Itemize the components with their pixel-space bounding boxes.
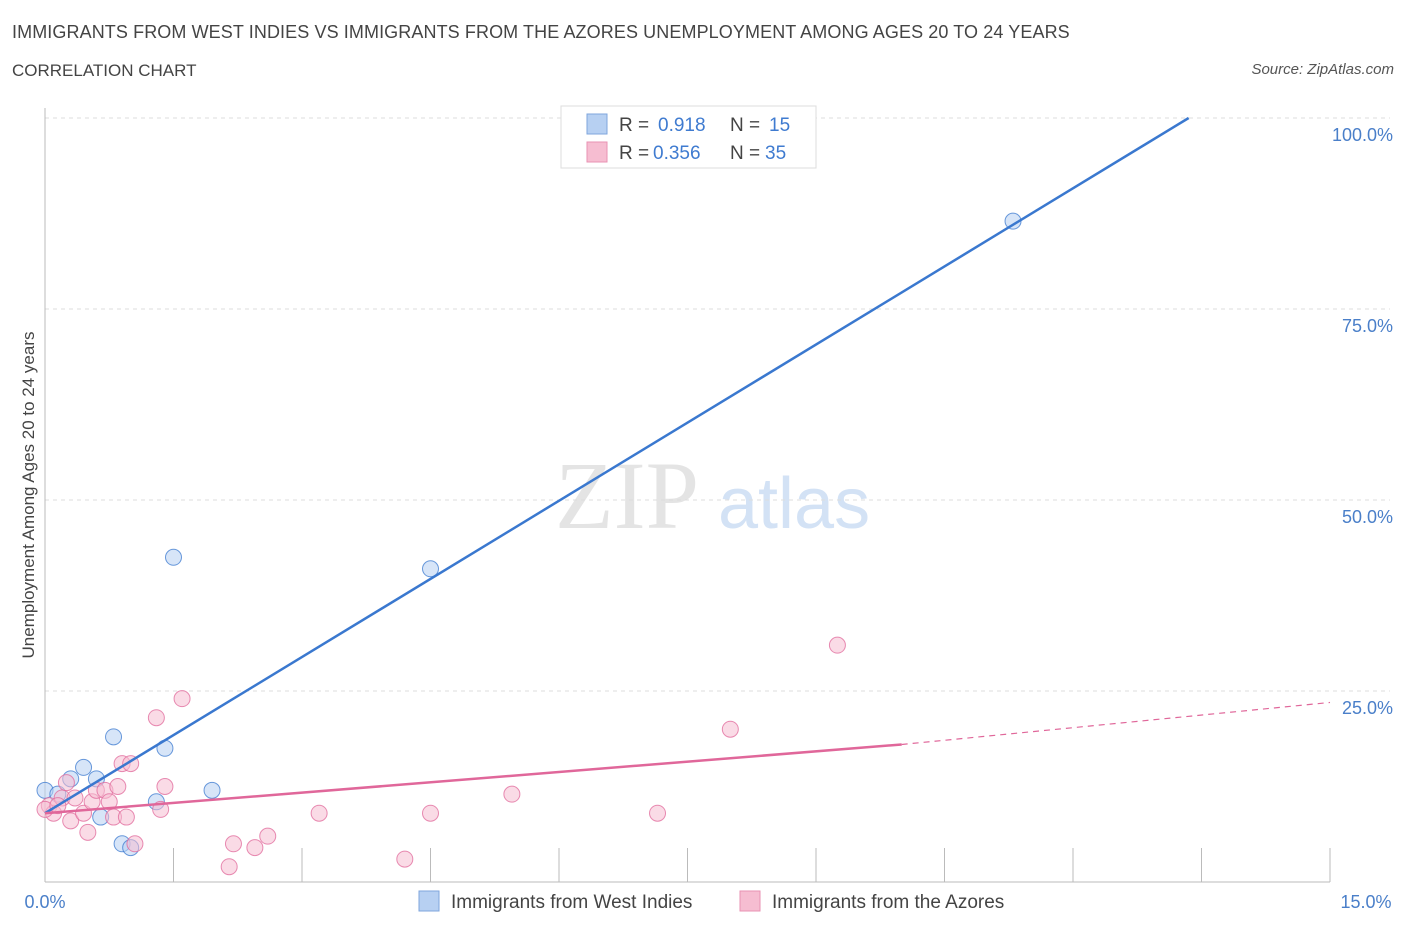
west-indies-point-3 [75,758,93,776]
bottom-legend-label-azores: Immigrants from the Azores [772,892,1004,913]
legend-n-label-west-indies: N = [730,115,760,136]
bottom-legend-label-west-indies: Immigrants from West Indies [451,892,692,913]
azores-trend-extension [901,701,1331,746]
legend-swatch-azores [586,141,608,163]
azores-point-26 [310,804,328,822]
azores-trend-line [44,743,902,815]
legend-r-value-azores: 0.356 [653,143,701,164]
bottom-legend: Immigrants from West Indies Immigrants f… [418,890,1004,913]
chart-title: IMMIGRANTS FROM WEST INDIES VS IMMIGRANT… [12,22,1070,42]
source-credit: Source: ZipAtlas.com [1251,61,1394,78]
legend-r-label-west-indies: R = [619,115,649,136]
legend-r-value-west-indies: 0.918 [658,115,706,136]
west-indies-point-12 [203,781,221,799]
azores-point-28 [422,804,439,822]
y-tick-label-50: 50.0% [1342,507,1393,527]
legend-swatch-west-indies [586,113,608,135]
y-axis-tick-labels: 25.0% 50.0% 75.0% 100.0% [1332,125,1393,718]
west-indies-trend-line [44,116,1190,815]
chart-subtitle: CORRELATION CHART [12,61,197,80]
legend-n-value-west-indies: 15 [769,115,790,136]
y-axis-label: Unemployment Among Ages 20 to 24 years [19,332,38,659]
azores-point-4 [62,812,80,830]
azores-point-13 [109,778,127,795]
trend-lines [44,116,1331,815]
azores-point-15 [117,808,135,826]
azores-point-17 [126,835,144,853]
data-points [36,212,1022,876]
x-axis-ticks [173,848,1331,882]
watermark-atlas: atlas [718,464,870,544]
azores-point-22 [220,858,238,876]
y-tick-label-75: 75.0% [1342,316,1393,336]
west-indies-point-6 [105,728,123,746]
y-tick-label-100: 100.0% [1332,125,1393,145]
azores-point-23 [224,835,242,853]
azores-point-27 [396,850,414,868]
x-tick-label-max: 15.0% [1340,892,1391,912]
azores-point-30 [649,804,667,822]
legend-r-label-azores: R = [619,143,649,164]
azores-point-3 [57,774,75,792]
azores-point-32 [828,636,846,654]
west-indies-point-11 [165,548,182,566]
azores-point-20 [156,778,174,795]
legend-n-value-azores: 35 [765,143,786,164]
azores-point-31 [721,720,739,738]
azores-point-21 [173,690,191,708]
azores-point-24 [246,839,264,857]
bottom-legend-swatch-azores [739,890,761,912]
azores-point-18 [147,709,165,727]
y-tick-label-25: 25.0% [1342,698,1393,718]
bottom-legend-swatch-west-indies [418,890,440,912]
top-legend: R = 0.918 N = 15 R = 0.356 N = 35 [560,105,817,169]
west-indies-point-13 [422,560,439,578]
azores-point-29 [503,785,521,803]
legend-n-label-azores: N = [730,143,760,164]
azores-point-7 [79,823,97,841]
x-tick-label-min: 0.0% [24,892,65,912]
azores-point-25 [259,827,277,845]
